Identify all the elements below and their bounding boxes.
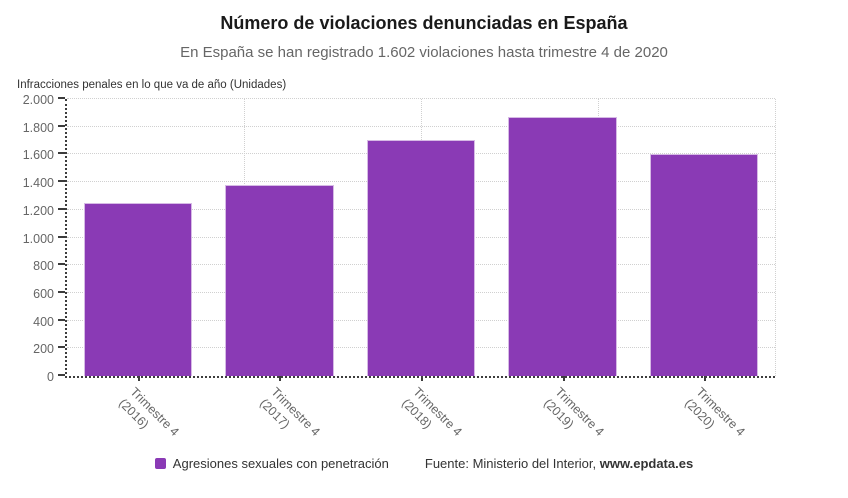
y-axis-tick-label: 1.200 [22, 203, 54, 218]
x-tick-mark [421, 376, 423, 381]
plot-area: 0 200 400 600 800 1.000 1.200 1.400 1.600 1.800 2.… [23, 93, 776, 439]
bar-42016[interactable] [83, 203, 192, 376]
y-tick-mark [58, 318, 65, 321]
bar-42017[interactable] [225, 184, 334, 376]
y-axis-tick-label: 200 [33, 342, 54, 357]
bar-42020[interactable] [650, 154, 759, 376]
x-axis-label-text: Trimestre 4 (2019) [540, 384, 607, 439]
x-axis-label-text: Trimestre 4 (2020) [682, 384, 748, 439]
x-tick-mark [704, 376, 707, 381]
x-axis-label-text: Trimestre 4 (2018) [399, 384, 465, 439]
y-gridline [67, 98, 775, 99]
x-tick-mark [562, 376, 565, 381]
y-tick-mark [58, 152, 65, 155]
y-tick-mark [58, 235, 65, 238]
y-tick-mark [58, 97, 65, 99]
source-prefix: Fuente: Ministerio del Interior, [424, 456, 600, 471]
y-axis-tick-label: 1.800 [22, 120, 54, 135]
y-axis-tick-label: 1.600 [22, 148, 54, 163]
y-tick-mark [58, 290, 65, 293]
y-axis-tick-label: 400 [33, 314, 54, 329]
y-axis-tick-label: 2.000 [22, 93, 54, 107]
y-axis-tick-label: 800 [33, 259, 54, 274]
y-tick-mark [58, 263, 65, 266]
bar-42018[interactable] [366, 140, 476, 376]
x-gridline [775, 99, 776, 376]
x-axis-label-text: Trimestre 4 (2017) [257, 384, 324, 439]
chart-title: Número de violaciones denunciadas en Esp… [220, 13, 628, 33]
chart-subtitle: En España se han registrado 1.602 violac… [180, 44, 668, 61]
y-axis-tick-label: 1.400 [22, 176, 54, 191]
y-axis-tick-label: 600 [33, 286, 54, 301]
y-tick-mark [58, 180, 65, 183]
y-tick-mark [58, 207, 65, 210]
x-tick-mark [279, 376, 282, 381]
y-tick-mark [58, 124, 65, 127]
x-axis-label-text: Trimestre 4 (2016) [115, 384, 182, 439]
source-link[interactable]: www.epdata.es [599, 456, 694, 471]
legend-item[interactable]: Agresiones sexuales con penetración [154, 456, 389, 471]
legend-marker-icon [154, 458, 166, 469]
y-tick-mark [58, 374, 65, 376]
source-text: Fuente: Ministerio del Interior, www.epd… [425, 456, 693, 471]
x-tick-mark [137, 376, 140, 381]
legend-label: Agresiones sexuales con penetración [172, 456, 389, 471]
y-axis-title: Infracciones penales en lo que va de año… [17, 79, 287, 91]
y-axis-tick-label: 0 [47, 370, 54, 384]
bar-42019[interactable] [508, 116, 617, 376]
y-axis-tick-label: 1.000 [22, 231, 54, 246]
y-tick-mark [58, 346, 65, 349]
footer: Agresiones sexuales con penetración Fuen… [0, 456, 848, 471]
